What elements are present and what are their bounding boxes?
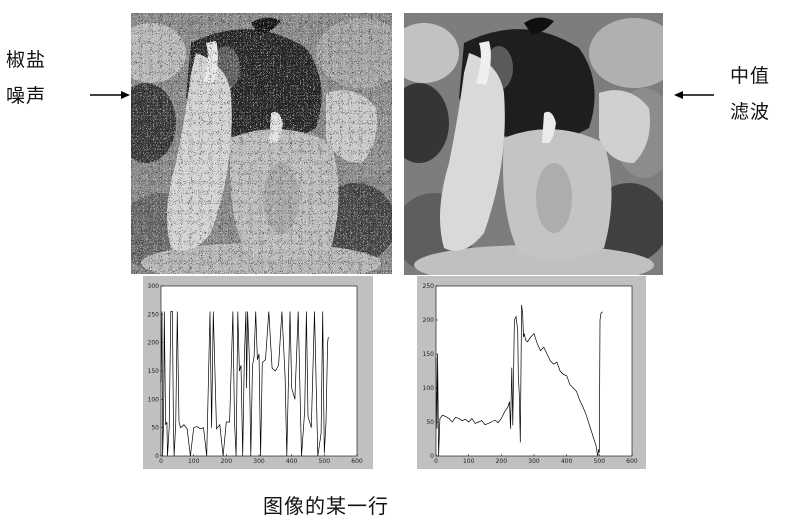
noisy-plot-ytick-label: 50 (151, 425, 159, 432)
noisy-plot-xtick-label: 200 (221, 458, 233, 465)
median-filter-label: 中值 滤波 (730, 58, 770, 130)
filtered-plot-xtick-label: 500 (594, 458, 606, 465)
noisy-plot-ytick-label: 300 (148, 283, 160, 290)
noisy-plot-ytick-label: 100 (148, 396, 160, 403)
noisy-plot-ytick-label: 150 (148, 368, 160, 375)
filtered-plot-xtick-label: 200 (496, 458, 508, 465)
filtered-plot-xtick-label: 300 (528, 458, 540, 465)
noisy-plot-xtick-label: 500 (319, 458, 331, 465)
noisy-plot-xtick-label: 100 (188, 458, 200, 465)
noisy-plot-xtick-label: 300 (253, 458, 265, 465)
noisy-plot-xtick-label: 600 (351, 458, 363, 465)
filtered-plot-ytick-label: 250 (423, 283, 435, 290)
filtered-plot-axes (435, 285, 633, 457)
noisy-plot-series-line (160, 311, 329, 457)
filtered-plot-ytick-label: 0 (430, 453, 434, 460)
filtered-peppers-image (404, 13, 663, 275)
filtered-plot-ytick-label: 50 (426, 419, 434, 426)
filtered-row-plot: 0 100 200 300 400 500 600 0 50 100 150 200 250 (417, 276, 646, 469)
noisy-plot-xtick-label: 400 (286, 458, 298, 465)
caption: 图像的某一行 (263, 494, 389, 518)
noisy-plot-ytick-label: 200 (148, 340, 160, 347)
salt-pepper-noise-label: 椒盐 噪声 (6, 42, 46, 114)
salt-pepper-noise-label-line2: 噪声 (6, 85, 47, 107)
median-filter-label-line1: 中值 (730, 65, 771, 87)
filtered-plot-ytick-label: 150 (423, 351, 435, 358)
left-arrow-icon (674, 91, 714, 99)
filtered-plot-ytick-label: 200 (423, 317, 435, 324)
filtered-plot-xtick-label: 0 (434, 458, 438, 465)
filtered-plot-xtick-label: 400 (561, 458, 573, 465)
filtered-plot-xtick-label: 600 (626, 458, 638, 465)
noisy-peppers-image (131, 13, 392, 274)
right-arrow-icon (90, 91, 130, 99)
noisy-plot-ytick-label: 0 (155, 453, 159, 460)
median-filter-label-line2: 滤波 (730, 101, 771, 123)
filtered-plot-ytick-label: 100 (423, 385, 435, 392)
noisy-plot-xtick-label: 0 (159, 458, 163, 465)
noisy-plot-ytick-label: 250 (148, 311, 160, 318)
noisy-row-plot: 0 100 200 300 400 500 600 0 50 100 150 200 250 300 (143, 276, 373, 469)
salt-pepper-noise-label-line1: 椒盐 (6, 49, 47, 71)
filtered-plot-xtick-label: 100 (463, 458, 475, 465)
filtered-plot-series-line (435, 304, 603, 457)
